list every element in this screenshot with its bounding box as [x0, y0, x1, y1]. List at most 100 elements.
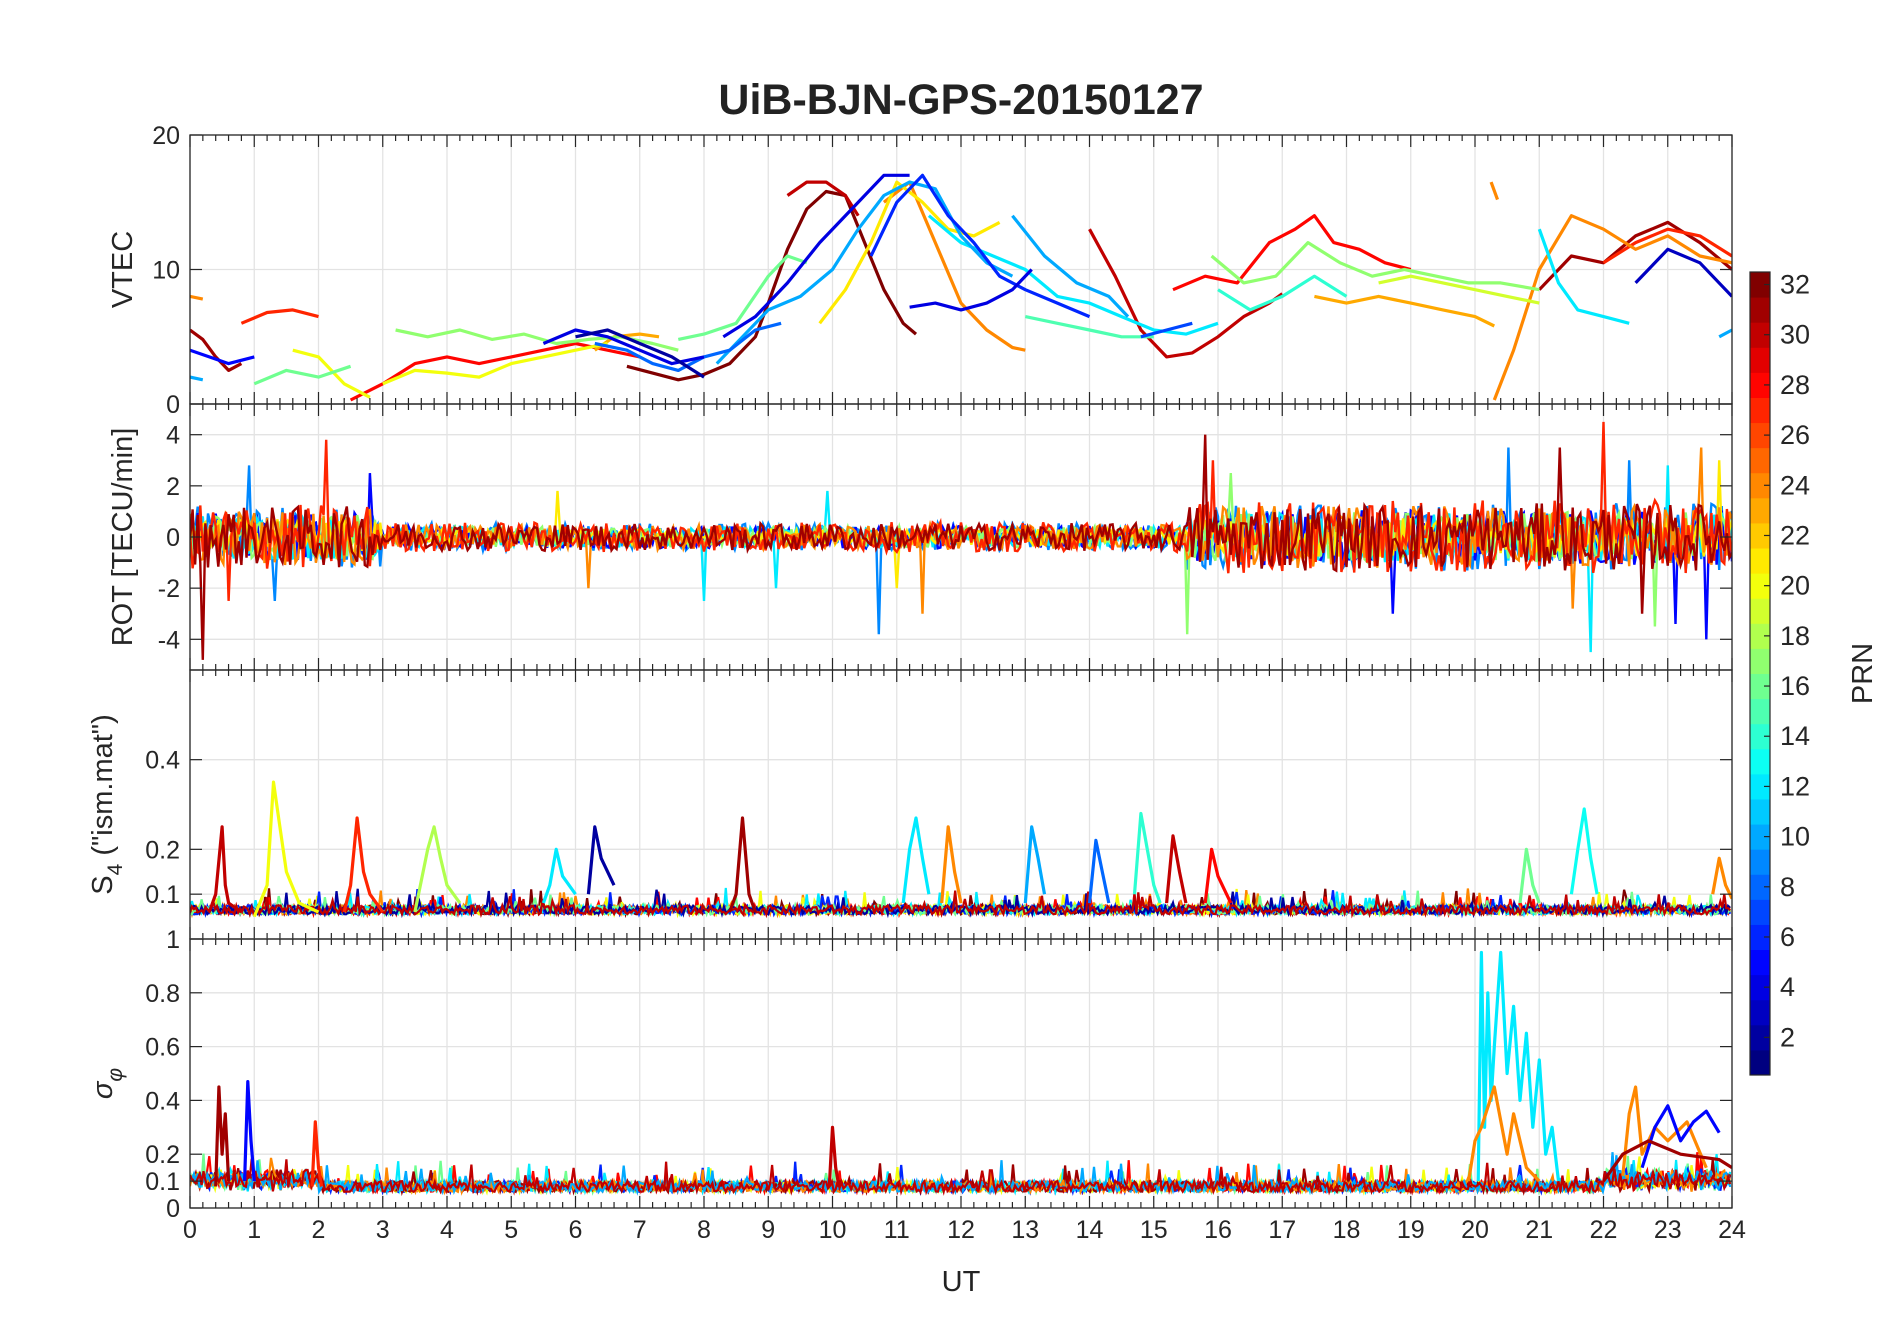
- vtec-trace-prn-4: [542, 328, 705, 366]
- colorbar-segment: [1750, 798, 1770, 825]
- colorbar-tick-label: 28: [1780, 370, 1810, 400]
- vtec-trace-prn-28: [1172, 214, 1412, 292]
- y-tick-label: 0: [166, 391, 180, 419]
- colorbar-segment: [1750, 573, 1770, 599]
- x-tick-label: 23: [1654, 1216, 1682, 1244]
- y-tick-label: 0.6: [145, 1034, 180, 1062]
- colorbar-tick-label: 22: [1780, 520, 1810, 550]
- colorbar-segment: [1750, 748, 1770, 775]
- vtec-trace-prn-12: [1537, 228, 1630, 325]
- colorbar-segment: [1750, 648, 1770, 674]
- x-tick-label: 17: [1268, 1216, 1296, 1244]
- colorbar-segment: [1750, 974, 1770, 1001]
- y-tick-label: 0.4: [145, 1087, 180, 1115]
- vtec-trace-prn-17: [1210, 241, 1540, 292]
- vtec-trace-prn-16: [677, 254, 808, 341]
- vtec-trace-prn-7: [1140, 321, 1193, 339]
- vtec-trace-prn-19: [1378, 274, 1540, 305]
- s4-trace-prn-30: [207, 825, 243, 914]
- colorbar-tick-label: 30: [1780, 320, 1810, 350]
- colorbar-tick-label: 24: [1780, 470, 1810, 500]
- rot-trace-prn-31: [190, 434, 1732, 660]
- vtec-trace-prn-10: [1718, 328, 1732, 339]
- colorbar-tick-label: 2: [1780, 1022, 1795, 1052]
- colorbar-segment: [1750, 949, 1770, 976]
- sigma_phi-trace-prn-5: [1640, 1104, 1721, 1169]
- colorbar-tick-label: 26: [1780, 420, 1810, 450]
- vtec-trace-prn-32: [626, 189, 918, 382]
- vtec-trace-prn-31: [1538, 220, 1732, 291]
- s4-trace-prn-2: [586, 825, 616, 895]
- vtec-trace-prn-6: [869, 173, 1091, 319]
- x-tick-label: 18: [1333, 1216, 1361, 1244]
- vtec-trace-prn-14: [1217, 274, 1348, 312]
- colorbar-segment: [1750, 723, 1770, 750]
- colorbar-segment: [1750, 322, 1770, 348]
- x-tick-label: 6: [569, 1216, 583, 1244]
- y-axis-label: ROT [TECU/min]: [107, 428, 139, 647]
- colorbar-tick-label: 10: [1780, 822, 1810, 852]
- colorbar-tick-label: 12: [1780, 771, 1810, 801]
- s4-trace-prn-16: [1518, 847, 1541, 904]
- y-tick-label: 1: [166, 926, 180, 954]
- vtec-trace-prn-10: [715, 180, 1014, 365]
- s4-data: [190, 780, 1732, 919]
- s4-trace-prn-24: [940, 825, 963, 904]
- x-tick-label: 20: [1461, 1216, 1489, 1244]
- vtec-trace-prn-27: [240, 308, 319, 325]
- y-tick-label: 0.8: [145, 980, 180, 1008]
- colorbar-segment: [1750, 347, 1770, 373]
- sigma_phi-trace-prn-12: [1476, 950, 1561, 1182]
- colorbar-tick-label: 14: [1780, 721, 1810, 751]
- vtec-trace-prn-10: [1011, 214, 1130, 318]
- vtec-trace-prn-30: [1088, 228, 1284, 359]
- vtec-trace-prn-31: [190, 328, 243, 372]
- s4-trace-prn-10: [1023, 825, 1047, 904]
- sigma_phi-trace-prn-31: [214, 1085, 231, 1187]
- vtec-trace-prn-3: [1634, 247, 1732, 298]
- s4-trace-prn-12: [541, 847, 577, 904]
- x-tick-label: 11: [884, 1216, 910, 1244]
- x-tick-label: 3: [376, 1216, 390, 1244]
- y-tick-label: 0.4: [145, 747, 180, 775]
- rot-data: [190, 421, 1732, 660]
- colorbar-segment: [1750, 372, 1770, 398]
- colorbar-segment: [1750, 548, 1770, 574]
- x-tick-label: 19: [1397, 1216, 1425, 1244]
- colorbar-segment: [1750, 924, 1770, 951]
- vtec-trace-prn-2: [575, 328, 705, 379]
- s4-trace-prn-12: [901, 816, 931, 904]
- vtec-trace-prn-30: [786, 180, 860, 217]
- x-tick-label: 5: [504, 1216, 518, 1244]
- s4-trace-prn-30: [1165, 834, 1188, 904]
- colorbar-tick-label: 16: [1780, 671, 1810, 701]
- x-tick-label: 13: [1011, 1216, 1039, 1244]
- colorbar-segment: [1750, 698, 1770, 725]
- vtec-data: [190, 173, 1732, 402]
- vtec-trace-prn-4: [909, 268, 1033, 312]
- s4-trace-prn-27: [342, 816, 385, 914]
- colorbar-tick-label: 18: [1780, 621, 1810, 651]
- x-tick-label: 8: [697, 1216, 711, 1244]
- x-tick-label: 21: [1525, 1216, 1553, 1244]
- s4-trace-prn-28: [1203, 847, 1233, 904]
- sigma_phi-trace-prn-24: [1467, 1085, 1541, 1183]
- y-tick-label: 0.1: [145, 881, 180, 909]
- sigma_phi-trace-prn-30: [827, 1125, 841, 1187]
- s4-trace-prn-24: [1711, 856, 1732, 900]
- s4-trace-prn-18: [413, 825, 462, 913]
- vtec-trace-prn-17: [395, 328, 679, 352]
- x-tick-label: 7: [633, 1216, 647, 1244]
- colorbar-segment: [1750, 673, 1770, 700]
- x-tick-label: 15: [1140, 1216, 1168, 1244]
- sigma_phi-trace-prn-27: [310, 1120, 324, 1187]
- y-tick-label: 0: [166, 524, 180, 552]
- y-tick-label: 0.1: [145, 1168, 180, 1196]
- x-tick-label: 0: [183, 1216, 197, 1244]
- vtec-trace-prn-5: [190, 348, 255, 366]
- colorbar-segment: [1750, 999, 1770, 1026]
